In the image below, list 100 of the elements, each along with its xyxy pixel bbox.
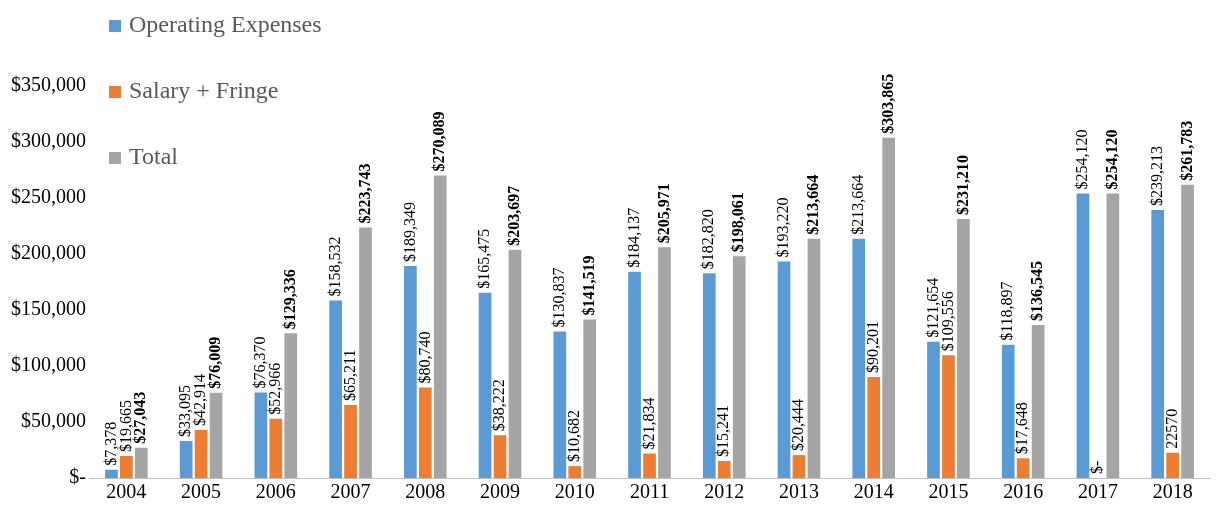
bar [867,376,881,478]
y-tick-label: $- [69,465,86,488]
data-label: $20,444 [789,399,807,452]
y-tick-label: $100,000 [11,353,86,376]
data-label: $130,837 [550,267,568,328]
y-tick-label: $300,000 [11,129,86,152]
bar [209,392,223,478]
x-tick-label: 2006 [255,480,296,503]
bar [927,341,940,478]
bar [643,453,656,478]
data-label: $38,222 [490,379,508,432]
data-label: $- [1088,460,1106,474]
bar [344,404,357,478]
bar [1076,193,1090,478]
bar [1181,184,1194,478]
bar [269,418,283,478]
bar [1151,210,1165,478]
data-label: $7,378 [101,421,119,466]
bar [792,455,806,478]
data-label: $129,336 [280,269,298,330]
data-label: $239,213 [1147,146,1165,207]
bar [329,300,342,478]
y-tick-label: $250,000 [11,185,86,208]
data-label: 22570 [1162,408,1180,449]
data-label: $254,120 [1102,129,1120,190]
x-tick-label: 2017 [1077,480,1118,503]
bar [179,440,193,478]
bar [882,137,895,478]
bar [1166,452,1179,478]
bar [478,292,492,478]
data-label: $90,201 [863,320,881,373]
data-label: $76,009 [206,336,224,389]
x-tick-label: 2014 [853,480,894,503]
data-label: $189,349 [400,201,418,262]
bar [628,271,641,478]
x-tick-label: 2018 [1152,480,1193,503]
bar [284,333,298,478]
data-label: $21,834 [639,397,657,450]
x-tick-label: 2015 [928,480,969,503]
y-tick-label: $150,000 [11,297,86,320]
bar [957,219,970,478]
bar [194,429,208,478]
data-label: $270,089 [430,111,448,172]
bar [732,256,746,478]
bar [1106,193,1120,478]
bar [433,175,447,478]
x-tick-label: 2008 [405,480,446,503]
data-label: $193,220 [774,197,792,258]
x-tick-label: 2013 [778,480,819,503]
data-label: $182,820 [699,209,717,270]
data-label: $165,475 [475,228,493,289]
bar [942,355,955,478]
x-tick-label: 2010 [554,480,595,503]
x-tick-label: 2009 [480,480,521,503]
bar [1001,344,1015,478]
y-tick-label: $200,000 [11,241,86,264]
bar [1016,458,1030,478]
data-label: $213,664 [804,174,822,235]
x-tick-label: 2007 [330,480,371,503]
data-label: $261,783 [1177,120,1195,181]
bar [852,238,866,478]
data-label: $17,648 [1013,402,1031,455]
data-label: $254,120 [1073,129,1091,190]
bar [777,261,791,478]
bar [105,469,118,478]
legend-label: Salary + Fringe [129,77,279,104]
data-label: $42,914 [191,373,209,426]
x-tick-label: 2005 [181,480,222,503]
x-tick-label: 2004 [106,480,147,503]
legend-label: Operating Expenses [129,11,322,38]
data-label: $121,654 [923,277,941,338]
data-label: $223,743 [355,163,373,224]
data-label: $52,966 [266,362,284,415]
data-label: $118,897 [998,281,1016,341]
data-label: $213,664 [848,174,866,235]
data-label: $76,370 [251,336,269,389]
x-tick-label: 2011 [629,480,670,503]
data-label: $141,519 [579,255,597,316]
bar [404,265,417,478]
bar [807,238,821,478]
data-label: $198,061 [729,192,747,253]
data-label: $303,865 [878,73,896,134]
bar [1031,325,1045,478]
data-label: $203,697 [505,185,523,246]
data-label: $136,545 [1028,261,1046,322]
bar [508,249,522,478]
bar [254,392,268,478]
bar [702,273,716,478]
data-label: $231,210 [953,155,971,216]
data-label: $80,740 [415,331,433,384]
data-label: $158,532 [325,236,343,297]
bar [583,319,597,478]
data-label: $184,137 [624,207,642,268]
y-tick-label: $350,000 [11,73,86,96]
data-label: $15,241 [714,404,732,457]
bar [717,460,731,478]
legend-label: Total [129,143,179,170]
data-label: $205,971 [654,183,672,244]
bar [568,466,582,478]
bar [658,247,671,478]
